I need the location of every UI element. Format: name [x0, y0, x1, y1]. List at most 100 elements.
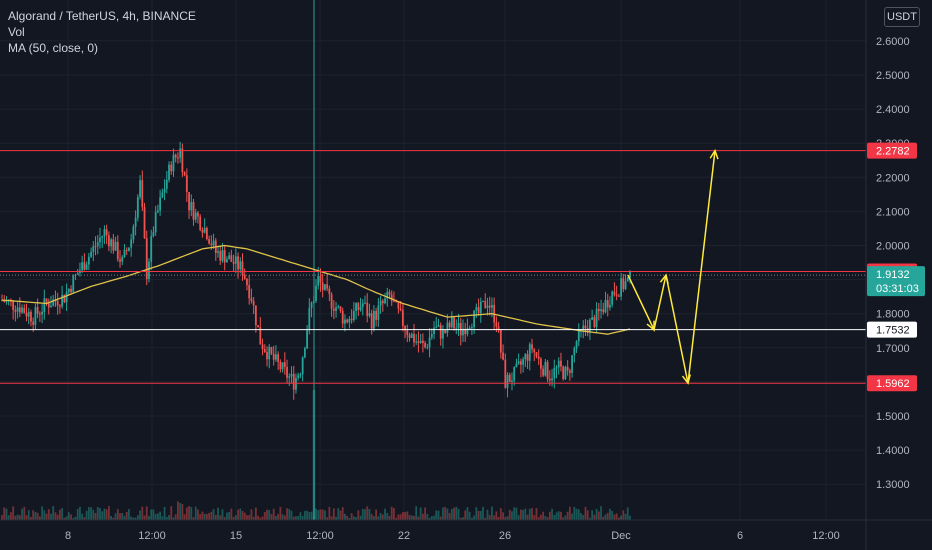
candle-body [488, 305, 491, 308]
volume-bar [499, 508, 502, 520]
time-axis[interactable]: 8 12:00 15 12:00 22 26 Dec 6 12:00 [0, 519, 932, 542]
candle-body [194, 212, 197, 220]
time-tick-label: 6 [737, 530, 743, 542]
volume-bar [495, 511, 498, 520]
volume-bar [388, 515, 391, 520]
candle-body [12, 300, 15, 310]
candle-body [43, 298, 46, 312]
candle-body [540, 358, 542, 369]
candle-body [479, 301, 482, 314]
volume-bar [439, 516, 442, 520]
volume-bar [442, 507, 444, 520]
volume-bar [152, 509, 155, 520]
volume-bar [497, 516, 500, 520]
volume-bar [192, 517, 195, 520]
candle-body [332, 308, 335, 311]
candle-body [615, 294, 618, 296]
candle-body [388, 291, 391, 295]
candle-body [450, 317, 453, 328]
volume-bar [139, 510, 141, 520]
candle-body [346, 319, 349, 323]
candle-body [177, 157, 179, 159]
ma-indicator-label[interactable]: MA (50, close, 0) [8, 41, 99, 55]
candle-body [426, 347, 429, 349]
candle-body [564, 366, 567, 379]
candle-body [390, 294, 393, 302]
candle-body [156, 210, 159, 213]
candle-body [377, 305, 380, 320]
volume-indicator-label[interactable]: Vol [8, 25, 25, 39]
currency-selector[interactable]: USDT [884, 7, 920, 27]
volume-bar [486, 509, 489, 520]
candle-body [337, 306, 340, 308]
candle-body [502, 352, 504, 360]
volume-bar [568, 506, 571, 520]
candle-body [361, 303, 364, 308]
volume-bar [464, 510, 467, 520]
candle-body [139, 180, 141, 198]
candle-body [119, 259, 121, 262]
volume-bar [597, 511, 600, 520]
symbol-title[interactable]: Algorand / TetherUS, 4h, BINANCE [8, 9, 196, 23]
volume-bar [141, 506, 144, 520]
volume-bar [326, 517, 329, 520]
volume-bar [59, 509, 61, 520]
current-price-badge: 1.9132 [876, 269, 910, 281]
volume-bar [76, 508, 79, 520]
volume-bar [163, 506, 166, 520]
price-tick-label: 1.4000 [876, 445, 910, 457]
candle-body [593, 317, 596, 328]
volume-bar [248, 515, 251, 520]
volume-bar [232, 516, 235, 520]
volume-bar [337, 508, 340, 520]
candle-body [226, 259, 228, 263]
volume-bar [328, 506, 331, 520]
volume-bar [613, 514, 616, 520]
candle-body [132, 226, 135, 240]
volume-bar [586, 510, 589, 520]
volume-bar [604, 514, 607, 520]
current-price-badge-bg [867, 266, 925, 297]
candle-body [330, 294, 333, 309]
volume-bar [241, 510, 244, 520]
candle-body [96, 242, 99, 247]
candle-body [199, 216, 202, 230]
volume-bar [201, 511, 204, 520]
candle-body [535, 352, 538, 357]
volume-bar [27, 510, 30, 520]
candle-body [417, 341, 420, 344]
volume-bar [519, 509, 522, 520]
candle-body [466, 328, 469, 335]
volume-bar [537, 517, 540, 520]
candle-body [568, 370, 571, 373]
time-tick-label: 12:00 [306, 530, 334, 542]
candle-body [462, 328, 464, 336]
candle-body [457, 323, 460, 328]
candle-body [18, 307, 21, 313]
volume-bar [553, 515, 556, 520]
candle-body [103, 229, 106, 237]
candle-body [47, 302, 50, 308]
candle-body [522, 359, 525, 365]
volume-bar [145, 506, 148, 520]
volume-bar [504, 517, 507, 520]
candle-body [241, 261, 244, 276]
volume-bar [379, 512, 382, 520]
candlesticks [1, 141, 631, 400]
candle-body [275, 354, 277, 360]
candle-body [468, 327, 471, 329]
candle-body [453, 317, 455, 329]
volume-bar [5, 508, 8, 520]
candle-body [201, 229, 204, 233]
candle-body [617, 295, 620, 297]
volume-bar [600, 506, 602, 520]
volume-bar [306, 510, 308, 520]
candle-body [624, 281, 627, 290]
candle-body [384, 298, 386, 304]
time-tick-label: 8 [65, 530, 71, 542]
volume-bar [87, 507, 90, 520]
level-price-badge-bg [867, 142, 917, 159]
candle-body [497, 326, 500, 330]
volume-bar [446, 508, 449, 520]
